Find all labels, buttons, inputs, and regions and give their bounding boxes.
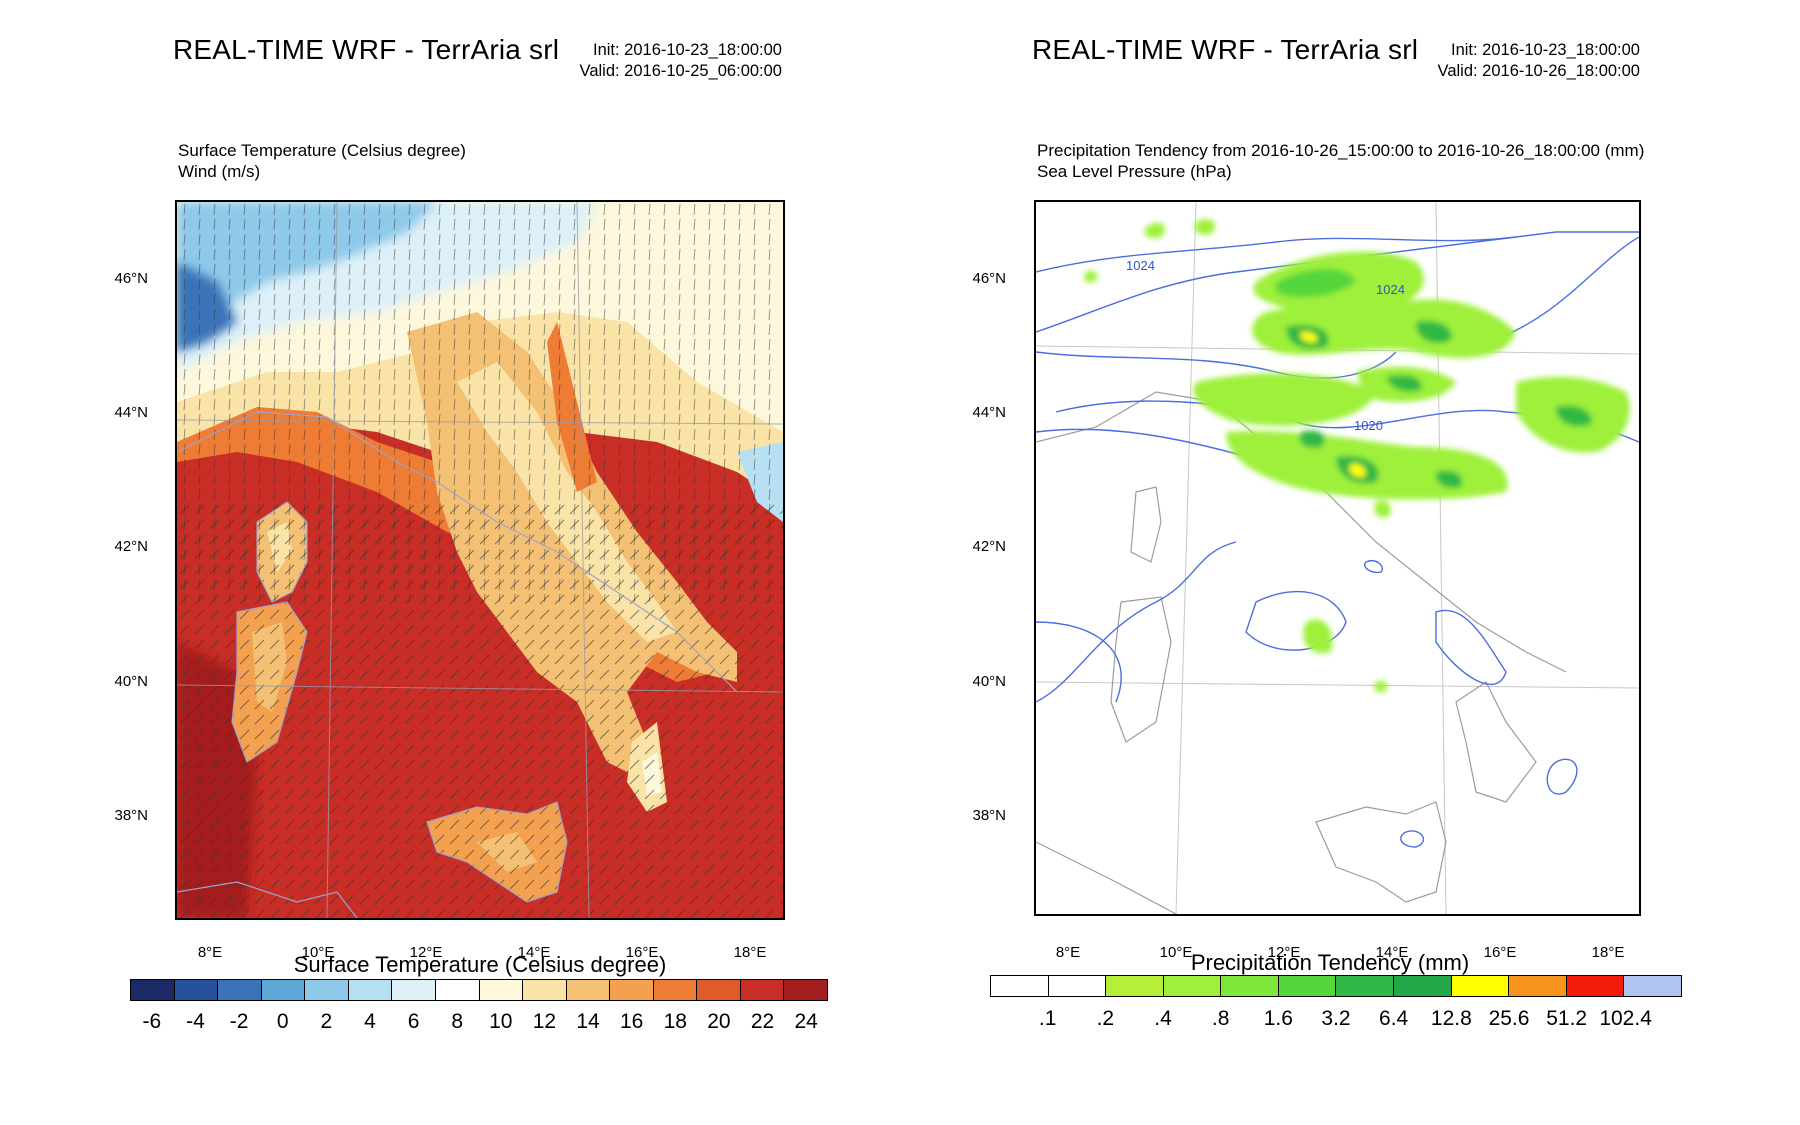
lon-label: 12°E xyxy=(1267,944,1301,961)
temperature-colorbar xyxy=(130,979,828,1001)
contour-label: 1024 xyxy=(1126,258,1155,273)
contour-label: 1020 xyxy=(1354,418,1383,433)
lat-label: 40°N xyxy=(114,673,148,690)
temperature-map-svg xyxy=(177,202,783,918)
colorbar-tick-label: 3.2 xyxy=(1321,1007,1351,1030)
colorbar-tick-label: 22 xyxy=(750,1010,775,1033)
lat-label: 42°N xyxy=(972,538,1006,555)
colorbar-tick-label: 10 xyxy=(489,1010,513,1033)
colorbar-tick-label: 8 xyxy=(451,1010,464,1033)
precipitation-map-svg xyxy=(1036,202,1639,914)
colorbar-tick-label: .1 xyxy=(1038,1007,1057,1030)
colorbar-box xyxy=(131,980,175,1000)
lon-label: 12°E xyxy=(409,944,443,961)
lon-label: 18°E xyxy=(733,944,767,961)
colorbar-box xyxy=(435,980,480,1000)
colorbar-tick-label: 6.4 xyxy=(1379,1007,1409,1030)
colorbar-box xyxy=(1106,976,1164,996)
colorbar-box xyxy=(610,980,654,1000)
colorbar-box xyxy=(1221,976,1279,996)
lat-label: 38°N xyxy=(972,807,1006,824)
colorbar-tick-label: 14 xyxy=(576,1010,600,1033)
init-time: Init: 2016-10-23_18:00:00 xyxy=(593,41,782,59)
colorbar-box xyxy=(305,980,349,1000)
colorbar-box xyxy=(1163,976,1222,996)
colorbar-box xyxy=(218,980,262,1000)
colorbar-tick-label: -2 xyxy=(229,1010,249,1033)
colorbar-box xyxy=(261,980,306,1000)
valid-time: Valid: 2016-10-26_18:00:00 xyxy=(1437,62,1640,80)
colorbar-tick-label: 20 xyxy=(707,1010,731,1033)
colorbar-box xyxy=(566,980,611,1000)
colorbar-box xyxy=(523,980,567,1000)
lat-label: 44°N xyxy=(972,404,1006,421)
colorbar-tick-label: 1.6 xyxy=(1263,1007,1293,1030)
colorbar-box xyxy=(1048,976,1107,996)
colorbar-tick-label: .2 xyxy=(1096,1007,1115,1030)
field-label-pressure: Sea Level Pressure (hPa) xyxy=(1037,162,1232,181)
panel-title: REAL-TIME WRF - TerrAria srl xyxy=(1032,34,1419,65)
colorbar-title: Surface Temperature (Celsius degree) xyxy=(293,952,667,977)
colorbar-tick-label: 0 xyxy=(276,1010,289,1033)
lon-label: 18°E xyxy=(1591,944,1625,961)
colorbar-box xyxy=(1336,976,1395,996)
lat-label: 38°N xyxy=(114,807,148,824)
colorbar-tick-label: 25.6 xyxy=(1488,1007,1530,1030)
lat-label: 46°N xyxy=(972,270,1006,287)
colorbar-box xyxy=(1278,976,1337,996)
colorbar-box xyxy=(1509,976,1567,996)
colorbar-box xyxy=(740,980,785,1000)
lon-label: 8°E xyxy=(197,944,223,961)
colorbar-tick-label: 18 xyxy=(663,1010,687,1033)
colorbar-tick-label: -4 xyxy=(186,1010,205,1033)
contour-label: 1024 xyxy=(1376,282,1405,297)
lat-label: 40°N xyxy=(972,673,1006,690)
colorbar-title: Precipitation Tendency (mm) xyxy=(1190,950,1470,975)
field-label-wind: Wind (m/s) xyxy=(178,162,261,181)
colorbar-tick-label: 2 xyxy=(320,1010,333,1033)
valid-time: Valid: 2016-10-25_06:00:00 xyxy=(579,62,782,80)
field-label-temperature: Surface Temperature (Celsius degree) xyxy=(178,141,466,160)
colorbar-box xyxy=(1451,976,1510,996)
lon-label: 10°E xyxy=(301,944,335,961)
colorbar-box xyxy=(653,980,698,1000)
colorbar-box xyxy=(991,976,1049,996)
colorbar-tick-label: .8 xyxy=(1211,1007,1230,1030)
colorbar-box xyxy=(348,980,393,1000)
panel-title: REAL-TIME WRF - TerrAria srl xyxy=(173,34,560,65)
colorbar-tick-label: 6 xyxy=(407,1010,420,1033)
lon-label: 8°E xyxy=(1055,944,1081,961)
colorbar-tick-label: 4 xyxy=(364,1010,376,1033)
colorbar-box xyxy=(1624,976,1681,996)
colorbar-tick-label: -6 xyxy=(142,1010,162,1033)
lon-label: 14°E xyxy=(517,944,551,961)
lat-label: 46°N xyxy=(114,270,148,287)
colorbar-box xyxy=(784,980,827,1000)
temperature-map xyxy=(175,200,785,920)
colorbar-tick-label: .4 xyxy=(1154,1007,1172,1030)
init-time: Init: 2016-10-23_18:00:00 xyxy=(1451,41,1640,59)
colorbar-tick-label: 24 xyxy=(794,1010,818,1033)
colorbar-box xyxy=(697,980,741,1000)
lon-label: 16°E xyxy=(625,944,659,961)
colorbar-box xyxy=(1394,976,1452,996)
lon-label: 14°E xyxy=(1375,944,1409,961)
lon-label: 16°E xyxy=(1483,944,1517,961)
colorbar-tick-label: 102.4 xyxy=(1599,1007,1652,1030)
colorbar-tick-label: 51.2 xyxy=(1546,1007,1588,1030)
colorbar-box xyxy=(1566,976,1625,996)
colorbar-tick-label: 12 xyxy=(532,1010,557,1033)
colorbar-tick-label: 12.8 xyxy=(1430,1007,1472,1030)
colorbar-tick-label: 16 xyxy=(620,1010,644,1033)
colorbar-box xyxy=(479,980,524,1000)
precipitation-map xyxy=(1034,200,1641,916)
colorbar-box xyxy=(174,980,219,1000)
colorbar-box xyxy=(392,980,436,1000)
lat-label: 42°N xyxy=(114,538,148,555)
precipitation-colorbar xyxy=(990,975,1682,997)
field-label-precipitation: Precipitation Tendency from 2016-10-26_1… xyxy=(1037,141,1645,160)
lon-label: 10°E xyxy=(1159,944,1193,961)
lat-label: 44°N xyxy=(114,404,148,421)
